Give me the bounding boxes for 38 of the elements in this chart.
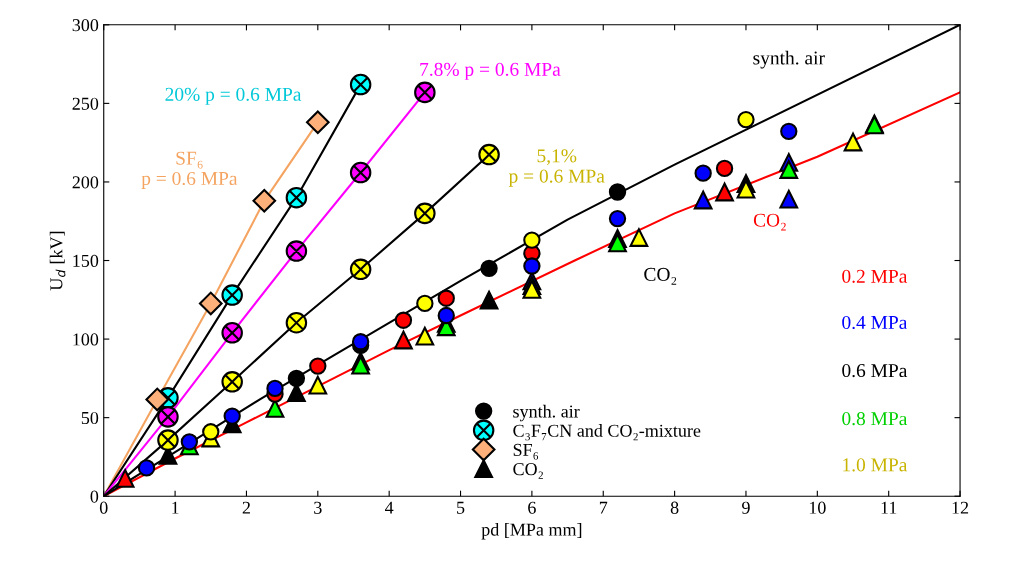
- annotation: 0.4 MPa: [842, 315, 908, 330]
- x-tick-label: 4: [385, 501, 394, 514]
- y-tick-label: 300: [72, 19, 99, 32]
- x-tick-label: 11: [881, 501, 897, 514]
- y-axis-title: U$_{d}$ [kV]: [49, 231, 66, 291]
- x-tick-label: 8: [670, 501, 679, 514]
- x-tick-label: 5: [457, 501, 465, 514]
- x-tick-label: 6: [528, 501, 536, 514]
- annotation: SF₆ p = 0.6 MPa: [141, 151, 238, 189]
- annotation: 7.8% p = 0.6 MPa: [420, 62, 561, 80]
- legend-label: synth. air: [513, 404, 580, 422]
- annotation: 0.8 MPa: [842, 412, 908, 426]
- y-tick-label: 150: [73, 254, 99, 267]
- y-tick-label: 200: [72, 176, 99, 189]
- legend-label: C₃F₇CN and CO₂-mixture: [513, 424, 701, 441]
- annotation: 1.0 MPa: [843, 458, 908, 472]
- y-tick-label: 250: [72, 97, 99, 110]
- annotation: synth. air: [753, 50, 825, 69]
- annotation: CO₂: [644, 267, 677, 285]
- legend-label: CO₂: [513, 463, 543, 479]
- x-tick-label: 0: [99, 501, 108, 514]
- annotation: CO₂: [753, 213, 786, 231]
- annotation: 0.2 MPa: [842, 269, 908, 283]
- x-tick-label: 3: [314, 501, 322, 514]
- x-tick-label: 7: [599, 501, 608, 514]
- y-tick-label: 50: [81, 411, 99, 425]
- y-tick-label: 0: [90, 490, 99, 503]
- x-axis-title: pd [MPa mm]: [481, 523, 582, 540]
- x-tick-label: 12: [952, 501, 969, 514]
- x-tick-label: 2: [242, 501, 250, 514]
- annotation: 0.6 MPa: [842, 363, 908, 378]
- annotation: 5,1% p = 0.6 MPa: [508, 149, 605, 187]
- x-tick-label: 9: [742, 501, 750, 514]
- y-tick-label: 100: [73, 333, 99, 346]
- x-tick-label: 1: [172, 501, 179, 514]
- x-tick-label: 10: [809, 501, 826, 514]
- legend-label: SF₆: [513, 443, 539, 460]
- annotation: 20% p = 0.6 MPa: [165, 87, 302, 105]
